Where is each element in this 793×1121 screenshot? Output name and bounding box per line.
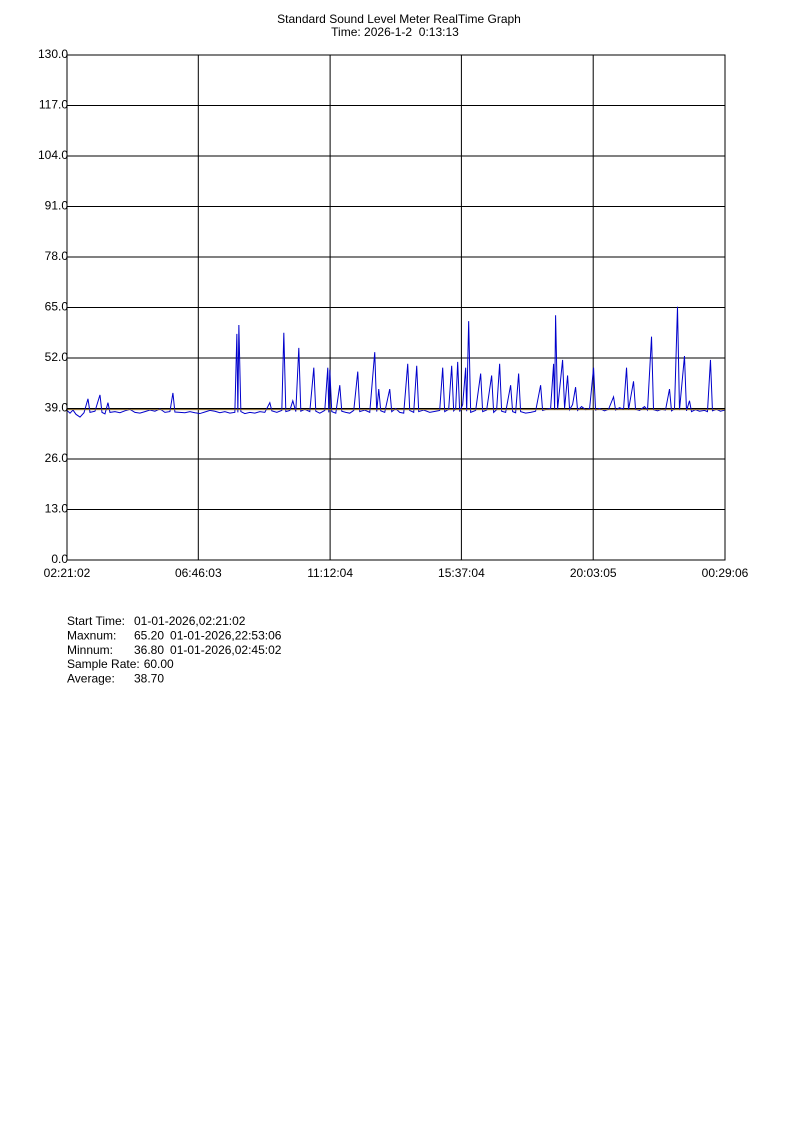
y-tick-label: 78.0 xyxy=(45,249,69,263)
y-tick-label: 104.0 xyxy=(38,148,68,162)
stat-value: 38.70 xyxy=(134,671,164,685)
stat-value: 36.80 xyxy=(134,643,164,657)
stat-label: Minnum: xyxy=(67,643,113,657)
y-tick-label: 26.0 xyxy=(45,451,69,465)
stat-value: 01-01-2026,02:21:02 xyxy=(134,614,246,628)
y-tick-label: 65.0 xyxy=(45,300,69,314)
x-tick-label: 11:12:04 xyxy=(307,566,353,580)
x-tick-label: 00:29:06 xyxy=(702,566,749,580)
chart-subtitle: Time: 2026-1-2 0:13:13 xyxy=(331,25,459,39)
data-line xyxy=(66,306,726,418)
stat-value: 65.20 xyxy=(134,628,164,642)
stat-time: 01-01-2026,02:45:02 xyxy=(170,643,282,657)
x-tick-label: 02:21:02 xyxy=(44,566,91,580)
x-tick-label: 20:03:05 xyxy=(570,566,617,580)
x-tick-label: 15:37:04 xyxy=(438,566,485,580)
chart-title: Standard Sound Level Meter RealTime Grap… xyxy=(277,12,521,26)
y-tick-label: 13.0 xyxy=(45,502,69,516)
stat-label: Start Time: xyxy=(67,614,125,628)
stat-label: Sample Rate: xyxy=(67,657,140,671)
y-tick-label: 52.0 xyxy=(45,350,69,364)
y-tick-label: 0.0 xyxy=(51,552,68,566)
stat-time: 01-01-2026,22:53:06 xyxy=(170,628,282,642)
x-tick-label: 06:46:03 xyxy=(175,566,222,580)
y-tick-label: 130.0 xyxy=(38,47,68,61)
y-tick-label: 91.0 xyxy=(45,199,69,213)
stat-label: Maxnum: xyxy=(67,628,116,642)
stat-value: 60.00 xyxy=(144,657,174,671)
plot-frame xyxy=(66,54,726,561)
y-tick-label: 39.0 xyxy=(45,401,69,415)
stat-label: Average: xyxy=(67,671,115,685)
y-tick-label: 117.0 xyxy=(39,98,68,112)
